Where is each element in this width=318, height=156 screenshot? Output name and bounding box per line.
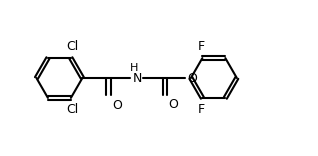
Text: F: F: [197, 40, 204, 53]
Text: O: O: [112, 99, 122, 112]
Text: O: O: [187, 71, 197, 85]
Text: Cl: Cl: [66, 103, 79, 116]
Text: H: H: [130, 63, 139, 73]
Text: Cl: Cl: [66, 40, 79, 53]
Text: O: O: [169, 98, 178, 111]
Text: F: F: [197, 103, 204, 116]
Text: N: N: [132, 71, 142, 85]
